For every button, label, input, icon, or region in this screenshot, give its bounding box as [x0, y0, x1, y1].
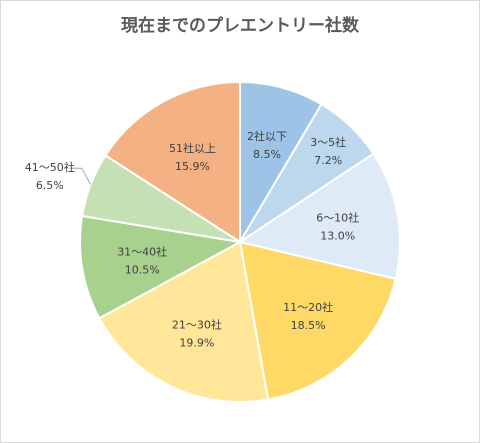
pie-slice-3	[237, 152, 401, 281]
leader-line	[69, 167, 92, 185]
category-label: 11～20社	[283, 300, 333, 314]
category-label: 3～5社	[310, 135, 346, 149]
category-label: 41～50社	[25, 160, 75, 174]
pie-slice-6	[79, 214, 244, 320]
pie-slice-5	[97, 240, 270, 403]
value-label: 19.9%	[179, 336, 214, 349]
pie-slice-4	[238, 240, 397, 401]
value-label: 18.5%	[291, 319, 326, 332]
pie-slice-8	[104, 80, 241, 244]
category-label: 51社以上	[169, 141, 216, 155]
value-label: 6.5%	[36, 179, 64, 192]
category-label: 6～10社	[316, 211, 359, 225]
category-label: 31～40社	[117, 244, 167, 258]
category-label: 21～30社	[172, 317, 222, 331]
category-label: 2社以下	[247, 129, 287, 143]
pie-slice-1	[239, 80, 323, 246]
value-label: 7.2%	[314, 154, 342, 167]
value-label: 15.9%	[175, 160, 210, 173]
value-label: 13.0%	[320, 230, 355, 243]
value-label: 8.5%	[253, 148, 281, 161]
value-label: 10.5%	[125, 263, 160, 276]
chart-title: 現在までのプレエントリー社数	[121, 16, 359, 36]
